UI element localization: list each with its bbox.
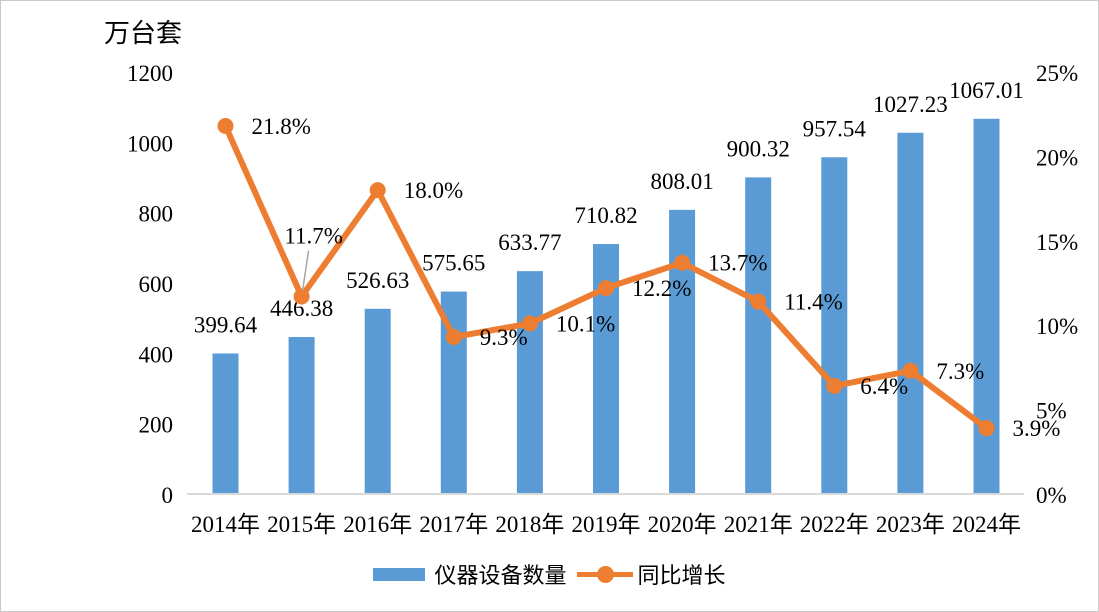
legend-bar-label: 仪器设备数量 xyxy=(434,563,567,588)
left-axis-tick-label: 800 xyxy=(139,202,174,227)
legend-bar-swatch-icon xyxy=(373,567,426,581)
legend-line-marker-icon xyxy=(596,565,614,583)
right-axis-tick-label: 25% xyxy=(1036,61,1078,86)
left-axis-title: 万台套 xyxy=(104,19,182,48)
line-value-label: 9.3% xyxy=(480,325,528,350)
x-axis-label: 2020年 xyxy=(648,512,717,537)
line-marker-2014年 xyxy=(217,118,234,135)
bar-2021年 xyxy=(745,177,772,495)
right-axis-tick-label: 15% xyxy=(1036,230,1078,255)
line-marker-2020年 xyxy=(674,254,691,271)
bar-2016年 xyxy=(364,308,391,494)
bar-value-label: 1027.23 xyxy=(873,92,948,117)
bar-value-label: 526.63 xyxy=(346,268,409,293)
right-axis-tick-label: 0% xyxy=(1036,483,1067,508)
bar-value-label: 1067.01 xyxy=(949,78,1024,103)
line-value-label: 21.8% xyxy=(252,114,311,139)
bar-2024年 xyxy=(973,118,1000,494)
bar-value-label: 710.82 xyxy=(574,203,637,228)
left-axis-tick-label: 200 xyxy=(139,413,174,438)
bar-value-label: 399.64 xyxy=(194,312,258,337)
right-axis-tick-label: 20% xyxy=(1036,145,1078,170)
x-axis-label: 2024年 xyxy=(952,512,1021,537)
label-leader-line xyxy=(301,250,310,291)
right-axis-tick-label: 10% xyxy=(1036,314,1078,339)
x-axis-label: 2016年 xyxy=(343,512,412,537)
x-axis-label: 2022年 xyxy=(800,512,869,537)
x-axis-label: 2014年 xyxy=(191,512,260,537)
line-marker-2018年 xyxy=(521,315,538,332)
x-axis-label: 2018年 xyxy=(495,512,564,537)
line-marker-2024年 xyxy=(978,420,995,437)
x-axis-label: 2023年 xyxy=(876,512,945,537)
line-value-label: 6.4% xyxy=(860,374,908,399)
bar-2020年 xyxy=(669,209,696,494)
line-marker-2015年 xyxy=(293,288,310,305)
line-marker-2022年 xyxy=(826,377,843,394)
bar-2022年 xyxy=(821,157,848,494)
x-axis-label: 2019年 xyxy=(572,512,641,537)
line-marker-2023年 xyxy=(902,362,919,379)
line-value-label: 11.4% xyxy=(784,290,843,315)
line-value-label: 12.2% xyxy=(632,276,691,301)
left-axis-tick-label: 400 xyxy=(139,342,174,367)
bar-value-label: 957.54 xyxy=(803,116,867,141)
line-marker-2016年 xyxy=(369,182,386,199)
legend-line-label: 同比增长 xyxy=(637,563,726,588)
line-marker-2019年 xyxy=(598,280,614,297)
left-axis-tick-label: 1000 xyxy=(127,131,173,156)
line-value-label: 3.9% xyxy=(1013,416,1061,441)
bar-2015年 xyxy=(288,337,315,494)
bar-2018年 xyxy=(516,271,543,494)
line-value-label: 7.3% xyxy=(936,359,984,384)
bar-2014年 xyxy=(212,353,239,494)
line-value-label: 10.1% xyxy=(556,312,615,337)
legend-line-swatch-icon xyxy=(576,565,633,583)
bar-value-label: 808.01 xyxy=(650,169,713,194)
x-axis-label: 2021年 xyxy=(724,512,793,537)
left-axis-tick-label: 600 xyxy=(139,272,174,297)
line-value-label: 11.7% xyxy=(284,224,343,249)
bar-value-label: 900.32 xyxy=(727,136,790,161)
x-axis-label: 2017年 xyxy=(419,512,488,537)
bar-value-label: 575.65 xyxy=(422,251,485,276)
x-axis-label: 2015年 xyxy=(267,512,336,537)
line-value-label: 13.7% xyxy=(708,251,767,276)
legend: 仪器设备数量 同比增长 xyxy=(1,558,1098,590)
line-value-label: 18.0% xyxy=(404,178,463,203)
left-axis-tick-label: 0 xyxy=(162,483,174,508)
line-marker-2021年 xyxy=(750,293,767,310)
bar-value-label: 633.77 xyxy=(498,230,561,255)
line-marker-2017年 xyxy=(445,329,462,346)
right-axis-tick-label: 5% xyxy=(1036,399,1067,424)
left-axis-tick-label: 1200 xyxy=(127,61,173,86)
bar-2023年 xyxy=(897,132,924,494)
